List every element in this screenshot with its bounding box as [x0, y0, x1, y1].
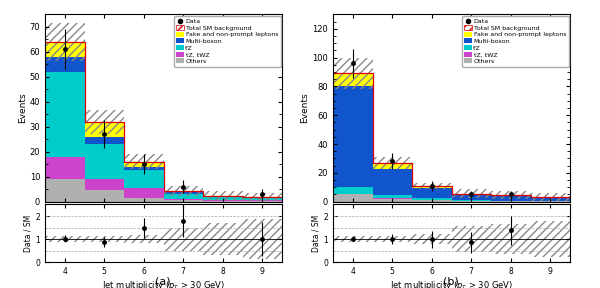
- Total SM background: [160, 189, 167, 193]
- Bar: [124, 188, 164, 198]
- Total SM background: [278, 195, 286, 199]
- Bar: [124, 198, 164, 202]
- Bar: [373, 169, 412, 195]
- Bar: [242, 200, 282, 201]
- Line: Total SM background: Total SM background: [45, 42, 282, 197]
- Total SM background: [41, 40, 49, 43]
- Bar: [242, 197, 282, 198]
- Text: (b): (b): [443, 276, 459, 287]
- X-axis label: Jet multiplicity ($p_{T}$ > 30 GeV): Jet multiplicity ($p_{T}$ > 30 GeV): [390, 279, 513, 288]
- Bar: [45, 42, 85, 57]
- Y-axis label: Data / SM: Data / SM: [23, 215, 32, 252]
- Total SM background: [448, 192, 455, 195]
- Total SM background: [81, 120, 88, 124]
- Bar: [85, 179, 124, 190]
- Bar: [242, 198, 282, 200]
- Bar: [124, 170, 164, 188]
- Legend: Data, Total SM background, Fake and non-prompt leptons, Multi-boson, t̅Z, tZ, tW: Data, Total SM background, Fake and non-…: [462, 16, 569, 67]
- Bar: [85, 137, 124, 144]
- Bar: [412, 198, 452, 200]
- Text: $\sqrt{s}$ = 13 TeV, 36.1 fb$^{-1}$: $\sqrt{s}$ = 13 TeV, 36.1 fb$^{-1}$: [175, 37, 265, 50]
- Text: $\sqrt{s}$ = 13 TeV, 36.1 fb$^{-1}$: $\sqrt{s}$ = 13 TeV, 36.1 fb$^{-1}$: [463, 37, 553, 50]
- Bar: [491, 201, 530, 202]
- Bar: [124, 167, 164, 170]
- Bar: [530, 201, 570, 202]
- Y-axis label: Data / SM: Data / SM: [311, 215, 320, 252]
- Bar: [164, 200, 203, 202]
- Bar: [333, 73, 373, 86]
- Line: Total SM background: Total SM background: [333, 73, 570, 197]
- Text: (a): (a): [155, 276, 171, 287]
- Total SM background: [369, 161, 376, 164]
- Y-axis label: Events: Events: [301, 93, 310, 123]
- Bar: [333, 187, 373, 194]
- Bar: [45, 179, 85, 202]
- Bar: [203, 197, 242, 200]
- Total SM background: [121, 160, 128, 163]
- Bar: [203, 200, 242, 201]
- Bar: [452, 200, 491, 201]
- X-axis label: Jet multiplicity ($p_{T}$ > 30 GeV): Jet multiplicity ($p_{T}$ > 30 GeV): [102, 279, 225, 288]
- Bar: [203, 196, 242, 197]
- Bar: [412, 188, 452, 198]
- Bar: [203, 201, 242, 202]
- Bar: [373, 163, 412, 169]
- Bar: [45, 72, 85, 157]
- Bar: [452, 194, 491, 200]
- Bar: [333, 86, 373, 187]
- Bar: [164, 199, 203, 200]
- Bar: [124, 162, 164, 167]
- Total SM background: [199, 194, 206, 197]
- Total SM background: [239, 195, 246, 199]
- Total SM background: [566, 195, 574, 199]
- Bar: [164, 192, 203, 194]
- Bar: [452, 201, 491, 202]
- Bar: [373, 199, 412, 202]
- Total SM background: [487, 194, 494, 197]
- Text: ATLAS: ATLAS: [175, 20, 209, 30]
- Bar: [373, 195, 412, 198]
- Text: CR$_{VV}^{3ℓs}$: CR$_{VV}^{3ℓs}$: [463, 52, 488, 67]
- Bar: [164, 191, 203, 192]
- Bar: [412, 200, 452, 202]
- Bar: [491, 196, 530, 201]
- Bar: [242, 201, 282, 202]
- Bar: [373, 198, 412, 199]
- Bar: [85, 144, 124, 179]
- Total SM background: [329, 72, 337, 75]
- Text: ATLAS: ATLAS: [463, 20, 497, 30]
- Bar: [530, 197, 570, 201]
- Bar: [45, 157, 85, 179]
- Y-axis label: Events: Events: [18, 93, 27, 123]
- Total SM background: [409, 185, 416, 188]
- Bar: [45, 57, 85, 72]
- Bar: [164, 194, 203, 199]
- Text: CR$_{tͣ2}^{3ℓs}$: CR$_{tͣ2}^{3ℓs}$: [175, 52, 200, 66]
- Total SM background: [527, 195, 534, 199]
- Bar: [333, 194, 373, 202]
- Bar: [412, 186, 452, 188]
- Bar: [85, 122, 124, 137]
- Legend: Data, Total SM background, Fake and non-prompt leptons, Multi-boson, t̅Z, tZ, tW: Data, Total SM background, Fake and non-…: [174, 16, 281, 67]
- Bar: [85, 190, 124, 202]
